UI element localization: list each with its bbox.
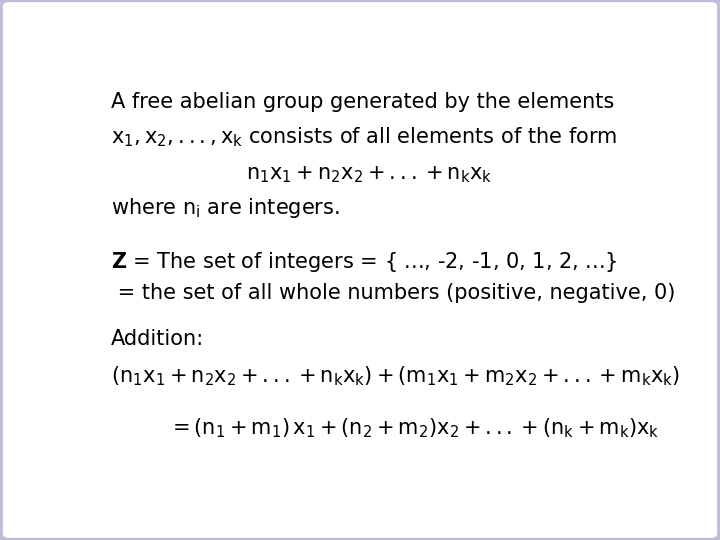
Text: $n_1x_1 + n_2x_2 + ... + n_kx_k$: $n_1x_1 + n_2x_2 + ... + n_kx_k$ xyxy=(246,165,492,185)
Text: $x_1, x_2, ..., x_k$ consists of all elements of the form: $x_1, x_2, ..., x_k$ consists of all ele… xyxy=(111,125,618,148)
Text: $\mathbf{Z}$ = The set of integers = { ..., -2, -1, 0, 1, 2, ...}: $\mathbf{Z}$ = The set of integers = { .… xyxy=(111,250,618,274)
Text: A free abelian group generated by the elements: A free abelian group generated by the el… xyxy=(111,92,614,112)
Text: $= (n_1 + m_1)\, x_1 + (n_2 + m_2)x_2 + ... + (n_k + m_k)x_k$: $= (n_1 + m_1)\, x_1 + (n_2 + m_2)x_2 + … xyxy=(168,416,660,440)
Text: $(n_1x_1 + n_2x_2 + ... + n_kx_k) + (m_1x_1 + m_2x_2 + ... + m_kx_k)$: $(n_1x_1 + n_2x_2 + ... + n_kx_k) + (m_1… xyxy=(111,364,680,388)
Text: where $n_i$ are integers.: where $n_i$ are integers. xyxy=(111,196,340,220)
Text: Addition:: Addition: xyxy=(111,329,204,349)
Text: = the set of all whole numbers (positive, negative, 0): = the set of all whole numbers (positive… xyxy=(111,283,675,303)
